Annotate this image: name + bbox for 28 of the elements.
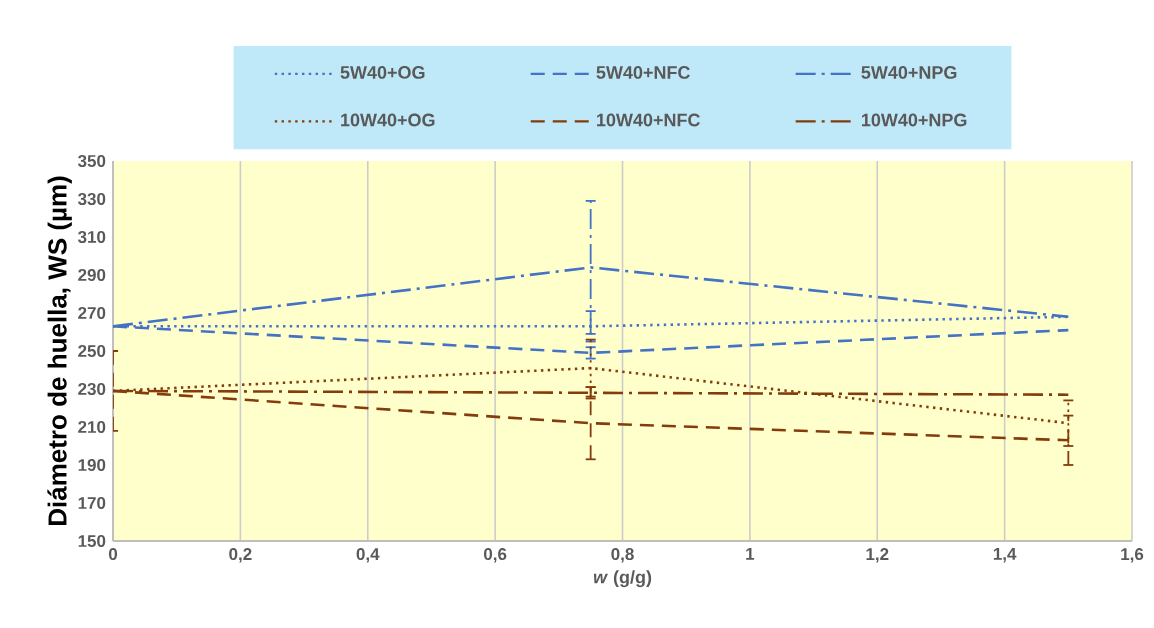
legend-label: 10W40+NPG (862, 113, 967, 127)
legend-label: 5W40+OG (340, 66, 425, 79)
y-tick-label: 250 (78, 344, 106, 358)
y-tick-label: 350 (77, 154, 106, 168)
x-tick-label: 0,6 (483, 548, 507, 563)
x-tick-label: 1,6 (1121, 548, 1144, 563)
legend-label: 5W40+NPG (861, 66, 957, 79)
x-tick-label: 0 (108, 548, 118, 561)
y-tick-label: 310 (77, 230, 106, 244)
x-tick-label: 1 (746, 548, 755, 560)
x-tick-label: 0,2 (229, 548, 252, 563)
y-tick-label: 210 (78, 421, 106, 434)
y-tick-label: 270 (78, 307, 106, 320)
y-tick-label: 330 (77, 192, 106, 206)
x-tick-label: 1,2 (866, 548, 889, 563)
y-tick-label: 230 (78, 382, 106, 396)
x-tick-label: 1,4 (993, 548, 1017, 563)
y-tick-label: 190 (78, 459, 106, 472)
y-tick-label: 290 (78, 269, 106, 282)
y-axis-title: Diámetro de huella, WS (µm) (47, 176, 72, 526)
legend-label: 10W40+OG (341, 113, 435, 127)
x-axis-title: w (g/g) (593, 570, 652, 588)
y-tick-label: 170 (78, 497, 106, 510)
x-tick-label: 0,4 (356, 548, 380, 563)
legend-label: 10W40+NFC (597, 113, 700, 127)
x-tick-label: 0,8 (611, 548, 634, 563)
legend-label: 5W40+NFC (596, 66, 690, 79)
y-tick-label: 150 (78, 534, 106, 548)
